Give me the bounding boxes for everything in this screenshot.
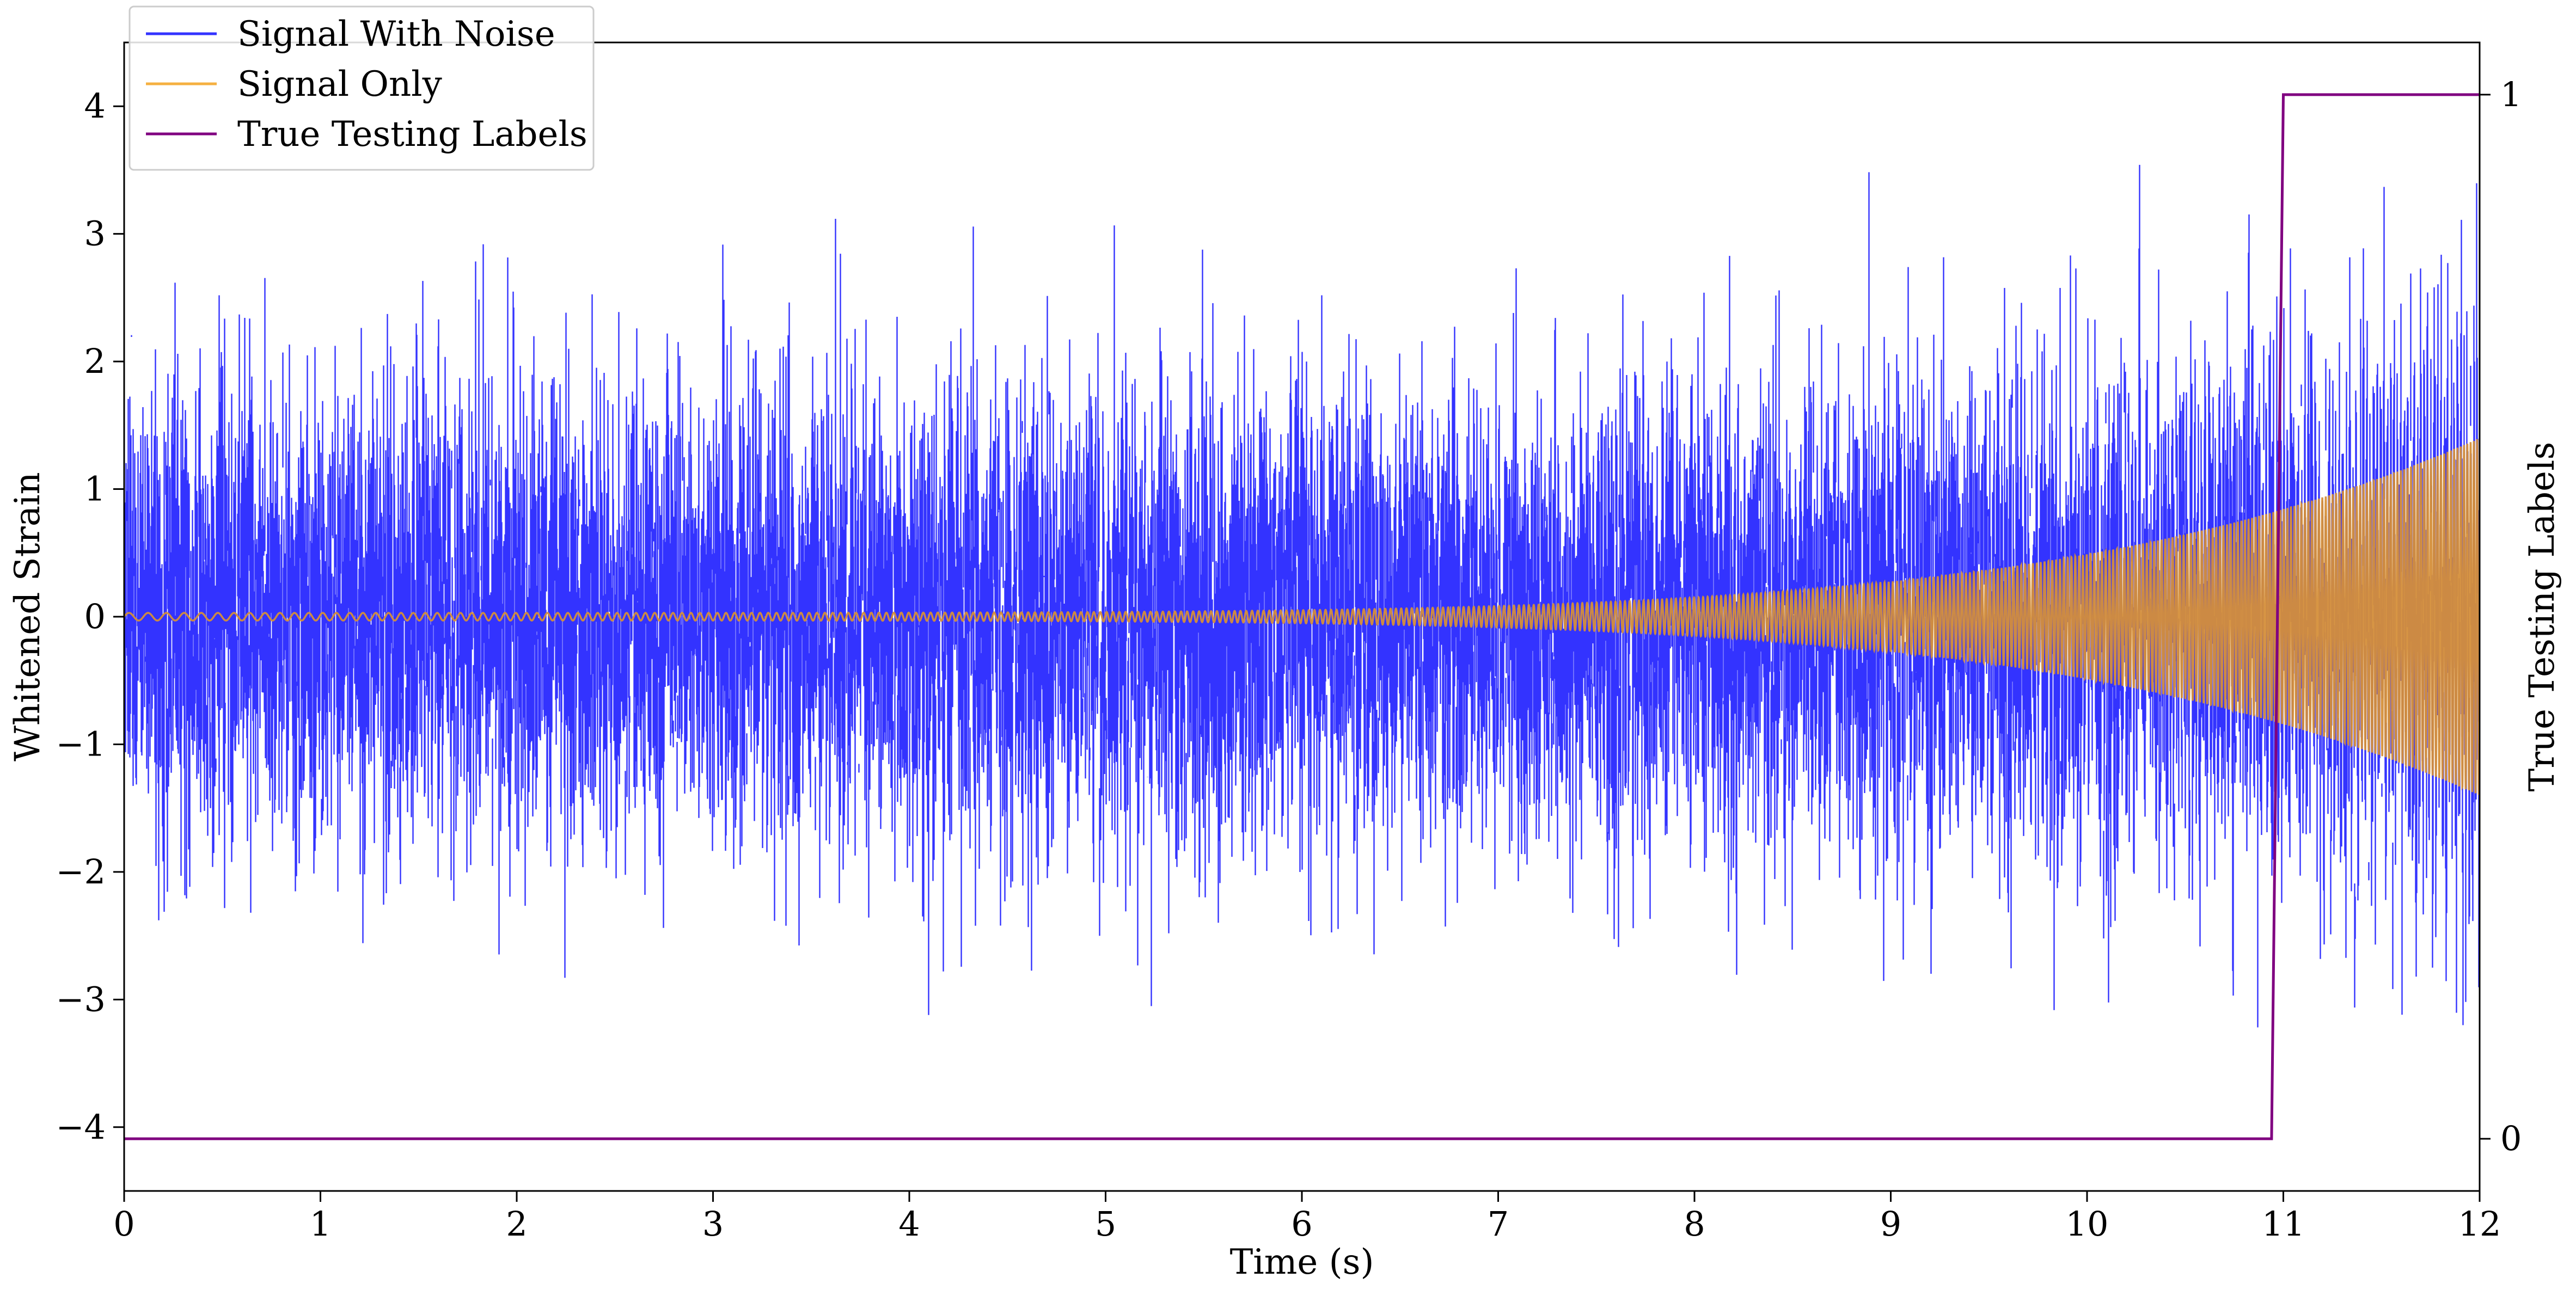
x-tick-label: 3 xyxy=(702,1204,724,1244)
series-true-testing-labels xyxy=(124,93,2480,1140)
x-tick-label: 6 xyxy=(1291,1204,1312,1244)
y-tick-label: −4 xyxy=(56,1107,106,1147)
x-axis: 0 1 2 3 4 5 6 7 8 9 10 11 12 xyxy=(113,1191,2501,1244)
x-tick-label: 4 xyxy=(898,1204,920,1244)
x-tick-label: 10 xyxy=(2066,1204,2109,1244)
signal-only-line xyxy=(124,439,2480,795)
y-tick-label: 1 xyxy=(84,469,106,509)
y-tick-label: 4 xyxy=(84,86,106,126)
x-tick-label: 11 xyxy=(2262,1204,2305,1244)
legend-box xyxy=(129,5,595,171)
x-tick-label: 8 xyxy=(1684,1204,1705,1244)
y2-tick-label: 1 xyxy=(2500,75,2522,114)
y-axis-right: 01 xyxy=(2480,75,2522,1158)
x-tick-label: 1 xyxy=(310,1204,331,1244)
true-testing-labels-line xyxy=(124,93,2480,1140)
y2-tick-label: 0 xyxy=(2500,1119,2522,1158)
y2-axis-label: True Testing Labels xyxy=(2522,442,2562,792)
y-tick-label: −2 xyxy=(56,852,106,892)
y-tick-label: −3 xyxy=(56,979,106,1019)
x-tick-label: 0 xyxy=(113,1204,134,1244)
y-tick-label: 0 xyxy=(84,597,106,636)
plot-area xyxy=(124,93,2480,1140)
y-tick-label: 3 xyxy=(84,214,106,254)
legend-label-signal-only: Signal Only xyxy=(237,64,442,105)
x-tick-label: 9 xyxy=(1880,1204,1901,1244)
legend: Signal With Noise Signal Only True Testi… xyxy=(129,5,595,171)
x-tick-label: 7 xyxy=(1488,1204,1509,1244)
series-signal-only xyxy=(124,439,2480,795)
y-axis-label: Whitened Strain xyxy=(8,472,48,761)
x-tick-label: 12 xyxy=(2458,1204,2501,1244)
y-axis-left: −4 −3 −2 −1 0 1 2 3 4 xyxy=(56,86,124,1147)
x-tick-label: 2 xyxy=(506,1204,527,1244)
legend-label-true-testing-labels: True Testing Labels xyxy=(237,114,588,155)
x-tick-label: 5 xyxy=(1095,1204,1116,1244)
y-tick-label: −1 xyxy=(56,724,106,764)
x-axis-label: Time (s) xyxy=(1230,1242,1374,1282)
y-tick-label: 2 xyxy=(84,341,106,381)
legend-label-signal-with-noise: Signal With Noise xyxy=(237,14,555,54)
